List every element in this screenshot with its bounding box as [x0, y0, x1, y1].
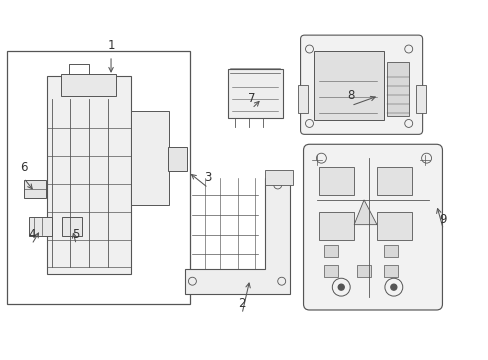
Polygon shape [185, 178, 289, 294]
Bar [319, 212, 353, 239]
Text: 5: 5 [73, 228, 80, 240]
Bar [383, 265, 397, 277]
Bar [228, 69, 282, 118]
Bar [415, 85, 425, 113]
Bar [386, 62, 408, 117]
Circle shape [390, 284, 396, 290]
FancyBboxPatch shape [303, 144, 442, 310]
FancyBboxPatch shape [62, 217, 82, 235]
Text: 7: 7 [248, 91, 255, 105]
Bar [297, 85, 307, 113]
Text: 4: 4 [28, 228, 35, 240]
Bar [61, 74, 116, 96]
Bar [264, 170, 292, 185]
Bar [376, 212, 411, 239]
FancyBboxPatch shape [300, 35, 422, 134]
Bar [314, 51, 383, 121]
Text: 2: 2 [238, 297, 245, 310]
Bar [319, 167, 353, 195]
Text: 6: 6 [20, 161, 27, 174]
Circle shape [338, 284, 344, 290]
FancyBboxPatch shape [167, 147, 187, 171]
Text: 9: 9 [439, 213, 447, 226]
Bar [7, 51, 190, 304]
Bar [356, 265, 370, 277]
Bar [376, 167, 411, 195]
Text: 8: 8 [347, 89, 354, 102]
Bar [46, 76, 131, 274]
Bar [324, 246, 338, 257]
Bar [131, 111, 168, 205]
FancyBboxPatch shape [29, 217, 52, 235]
Text: 1: 1 [107, 39, 115, 52]
Bar [324, 265, 338, 277]
Bar [24, 180, 45, 198]
Bar [383, 246, 397, 257]
Text: 3: 3 [204, 171, 211, 184]
Polygon shape [353, 200, 376, 225]
